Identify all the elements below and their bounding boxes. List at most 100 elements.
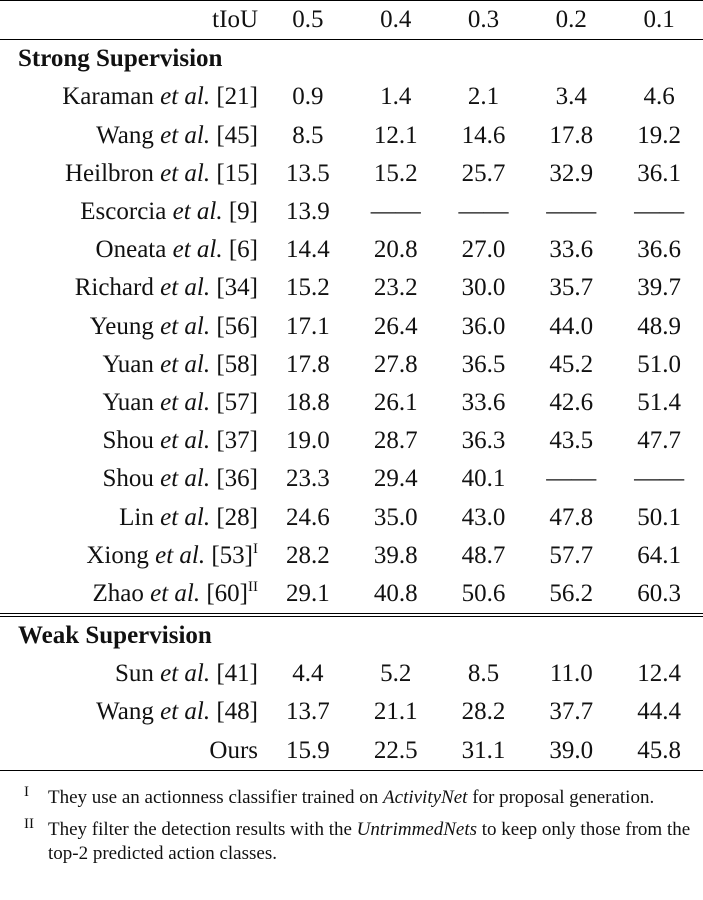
method-author: Richard [74,274,154,302]
table-row: Yuan et al. [57] 18.8 26.1 33.6 42.6 51.4 [0,384,703,422]
method-author: Sun [114,660,154,688]
section-title: Strong Supervision [18,45,223,73]
value-cell: 44.0 [549,312,594,340]
table-row: Shou et al. [37] 19.0 28.7 36.3 43.5 47.7 [0,422,703,460]
table-row: Richard et al. [34] 15.2 23.2 30.0 35.7 39.7 [0,269,703,307]
method-cell: Heilbron et al. [15] [0,155,264,193]
method-citation: [6] [228,236,258,264]
value-cell: 20.8 [373,236,418,264]
value-cell: 18.8 [286,388,330,416]
method-etal: et al. [160,388,211,416]
value-cell: 50.1 [637,503,681,531]
value-cell: 33.6 [549,236,594,264]
value-cell: 43.5 [549,427,594,455]
footnote-mark: I [24,784,29,800]
method-cell: Yuan et al. [57] [0,384,264,422]
value-cell: 32.9 [549,159,594,187]
header-threshold-2: 0.3 [439,0,528,41]
method-author: Oneata [95,236,167,264]
method-author: Yuan [102,350,154,378]
header-tiou-label: tIoU [0,0,264,41]
value-cell: 19.0 [286,427,330,455]
value-cell: 15.2 [373,159,418,187]
value-cell: 36.3 [461,427,506,455]
method-citation: [60] [206,579,248,607]
value-cell: 17.1 [286,312,330,340]
header-threshold-3: 0.2 [527,0,616,41]
header-row: tIoU 0.5 0.4 0.3 0.2 0.1 [0,0,703,41]
method-author: Wang [96,698,154,726]
method-author: Shou [102,465,154,493]
value-cell: 8.5 [467,660,500,688]
value-cell: 26.1 [373,388,418,416]
value-cell: 13.7 [286,698,330,726]
value-cell: 13.9 [286,198,330,226]
method-cell: Ours [0,731,264,771]
method-author: Karaman [62,83,154,111]
table-row: Escorcia et al. [9] 13.9 —— —— —— —— [0,193,703,231]
footnote: I They use an actionness classifier train… [20,784,703,810]
method-author: Shou [102,427,154,455]
method-etal: et al. [160,698,211,726]
method-citation: [57] [216,388,258,416]
method-etal: et al. [160,465,211,493]
value-cell: 44.4 [637,698,681,726]
value-cell: 14.4 [286,236,330,264]
footnote-text-end: to keep only those from the top-2 predic… [48,819,691,864]
footnote-emphasis: UntrimmedNets [356,819,477,840]
value-cell: 40.8 [351,574,440,618]
table-row: Sun et al. [41] 4.4 5.2 8.5 11.0 12.4 [0,655,703,693]
footnote-text: They filter the detection results with t… [48,819,357,840]
value-cell: 57.7 [549,541,594,569]
method-etal: et al. [160,660,211,688]
method-etal: et al. [160,350,211,378]
value-cell: 48.7 [461,541,506,569]
method-citation: [15] [216,159,258,187]
value-cell: 42.6 [549,388,594,416]
value-cell: 11.0 [549,660,593,688]
table-row: Wang et al. [48] 13.7 21.1 28.2 37.7 44.4 [0,693,703,731]
value-cell: 43.0 [461,503,506,531]
value-cell: 36.6 [637,236,681,264]
method-author: Yuan [102,388,154,416]
value-cell: 30.0 [461,274,506,302]
value-cell: 47.8 [549,503,594,531]
value-cell: 36.5 [461,350,506,378]
value-cell: —— [546,465,597,493]
method-citation: [41] [216,660,258,688]
value-cell: 28.2 [461,698,506,726]
value-cell: 2.1 [467,83,500,111]
value-cell: 35.0 [373,503,418,531]
method-author: Wang [96,121,154,149]
value-cell: 35.7 [549,274,594,302]
method-cell: Yuan et al. [58] [0,346,264,384]
table-row: Xiong et al. [53]I 28.2 39.8 48.7 57.7 64.1 [0,537,703,575]
method-author: Ours [209,736,258,764]
value-cell: 24.6 [286,503,330,531]
method-author: Lin [119,503,154,531]
footnote-text-end: for proposal generation. [467,787,655,808]
method-cell: Karaman et al. [21] [0,78,264,116]
method-citation: [34] [216,274,258,302]
method-author: Escorcia [80,198,167,226]
value-cell: 40.1 [461,465,506,493]
method-cell: Shou et al. [37] [0,422,264,460]
value-cell: 1.4 [380,83,412,111]
value-cell: 12.4 [637,660,681,688]
method-cell: Xiong et al. [53]I [0,537,264,575]
table-footnotes: I They use an actionness classifier train… [20,784,703,874]
value-cell: 29.4 [373,465,418,493]
section-header-row: Strong Supervision [0,40,703,79]
method-citation: [56] [216,312,258,340]
value-cell: —— [370,198,421,226]
value-cell: 45.8 [615,731,703,771]
value-cell: 36.1 [637,159,681,187]
table-row: Yuan et al. [58] 17.8 27.8 36.5 45.2 51.0 [0,346,703,384]
value-cell: 45.2 [549,350,594,378]
value-cell: 28.2 [286,541,330,569]
method-etal: et al. [160,83,211,111]
method-cell: Lin et al. [28] [0,498,264,536]
method-citation: [53] [211,541,253,569]
method-author: Xiong [86,541,149,569]
method-author: Zhao [92,579,144,607]
